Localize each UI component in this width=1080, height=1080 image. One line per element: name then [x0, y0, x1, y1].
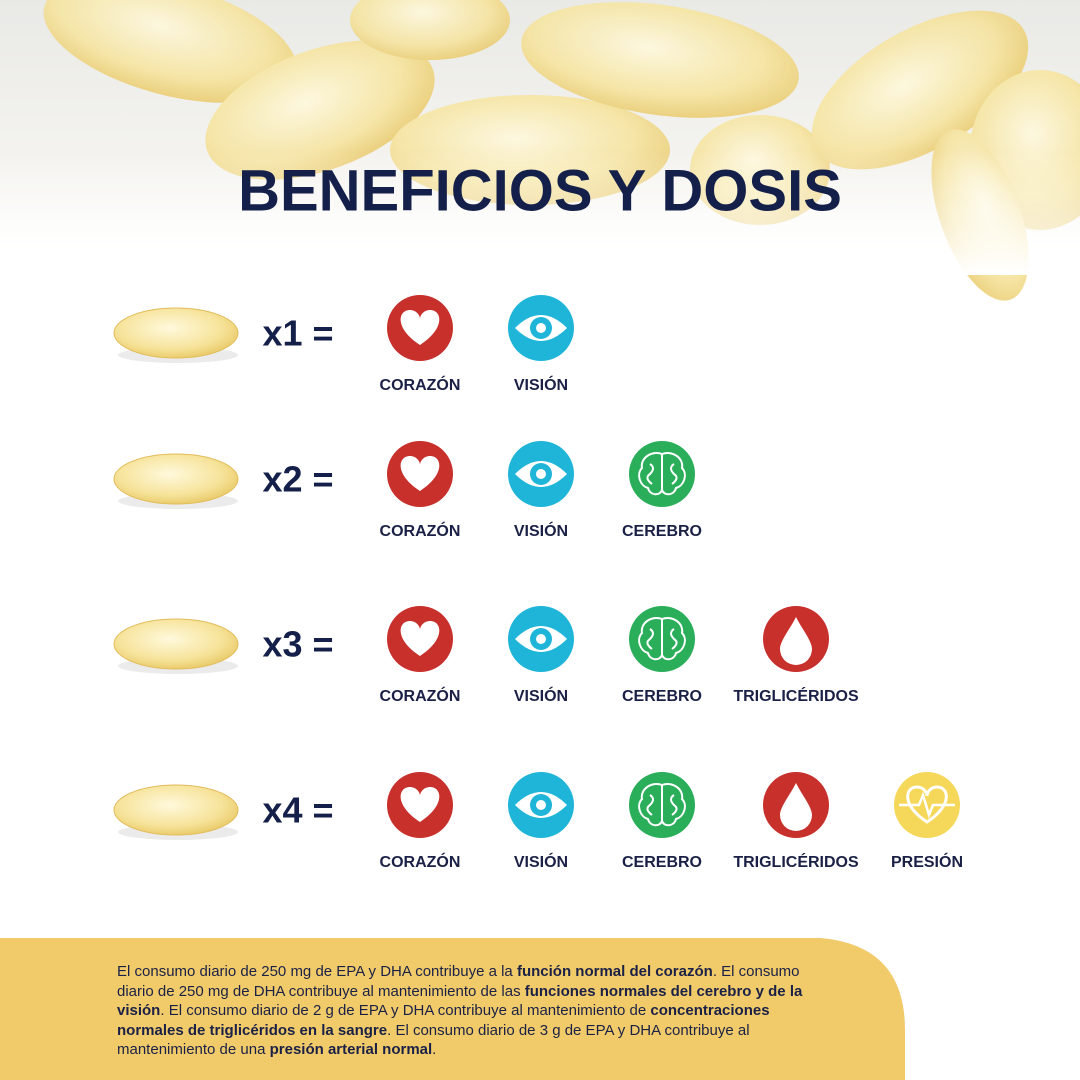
- multiplier: x4 =: [262, 790, 333, 831]
- footnote: El consumo diario de 250 mg de EPA y DHA…: [117, 962, 807, 1060]
- footnote-bold: funciones normales del cerebro y de la v…: [117, 982, 803, 1020]
- capsule-body: [113, 307, 239, 359]
- title: BENEFICIOS Y DOSIS: [238, 158, 842, 223]
- benefit-icon: [387, 295, 453, 361]
- benefit-label: CEREBRO: [622, 854, 702, 871]
- benefit-label: CORAZÓN: [380, 686, 461, 705]
- footnote-bold: concentraciones normales de triglicérido…: [117, 1002, 770, 1039]
- benefit-label: VISIÓN: [514, 852, 568, 871]
- benefit-label: TRIGLICÉRIDOS: [733, 852, 859, 871]
- footnote-text: . El consumo diario de 3 g de EPA y DHA …: [117, 1021, 750, 1059]
- footnote-text: . El consumo diario de 2 g de EPA y DHA …: [160, 1002, 651, 1019]
- footnote-panel: [0, 938, 905, 1080]
- benefit-label: VISIÓN: [514, 686, 568, 705]
- brain: [638, 452, 686, 496]
- multiplier: x1 =: [262, 313, 333, 354]
- pulse: [899, 791, 955, 819]
- footnote-text: . El consumo diario de 250 mg de DHA con…: [117, 963, 800, 1000]
- footnote-bold: función normal del corazón: [516, 963, 713, 980]
- benefit-icon: [629, 606, 695, 672]
- pupil-core: [536, 323, 546, 333]
- benefit-label: CORAZÓN: [380, 852, 461, 871]
- benefit-label: CORAZÓN: [380, 521, 461, 540]
- brain: [638, 783, 686, 827]
- footnote-bold: presión arterial normal: [269, 1041, 433, 1058]
- drop: [780, 783, 812, 831]
- benefit-icon: [508, 772, 574, 838]
- benefit-label: CORAZÓN: [380, 375, 461, 394]
- benefit-icon: [894, 772, 960, 838]
- multiplier: x3 =: [262, 624, 333, 665]
- drop: [780, 617, 812, 665]
- benefit-label: VISIÓN: [514, 521, 568, 540]
- heart: [400, 456, 440, 491]
- heart-outline: [906, 785, 948, 824]
- benefit-icon: [508, 441, 574, 507]
- capsule: [113, 453, 239, 509]
- pupil-core: [536, 800, 546, 810]
- benefit-label: CEREBRO: [622, 523, 702, 540]
- heart: [400, 787, 440, 822]
- benefit-icon: [508, 606, 574, 672]
- brain: [638, 617, 686, 661]
- benefit-label: PRESIÓN: [891, 852, 963, 871]
- footnote-text: El consumo diario de 250 mg de EPA y DHA…: [117, 963, 517, 980]
- benefit-label: CEREBRO: [622, 688, 702, 705]
- benefit-label: VISIÓN: [514, 375, 568, 394]
- heart: [400, 621, 440, 656]
- benefit-icon: [387, 441, 453, 507]
- benefit-icon: [629, 441, 695, 507]
- benefit-icon: [629, 772, 695, 838]
- capsule-body: [113, 453, 239, 505]
- benefit-icon: [387, 772, 453, 838]
- capsule-body: [113, 784, 239, 836]
- header-fade: [0, 150, 1080, 275]
- capsule: [113, 307, 239, 363]
- benefit-icon: [763, 606, 829, 672]
- capsule: [113, 618, 239, 674]
- capsule: [113, 784, 239, 840]
- capsule-body: [113, 618, 239, 670]
- pupil-core: [536, 634, 546, 644]
- multiplier: x2 =: [262, 459, 333, 500]
- benefit-label: TRIGLICÉRIDOS: [733, 686, 859, 705]
- footnote-text: .: [432, 1041, 437, 1058]
- benefit-icon: [763, 772, 829, 838]
- benefit-icon: [387, 606, 453, 672]
- benefit-icon: [508, 295, 574, 361]
- pupil-core: [536, 469, 546, 479]
- heart: [400, 310, 440, 345]
